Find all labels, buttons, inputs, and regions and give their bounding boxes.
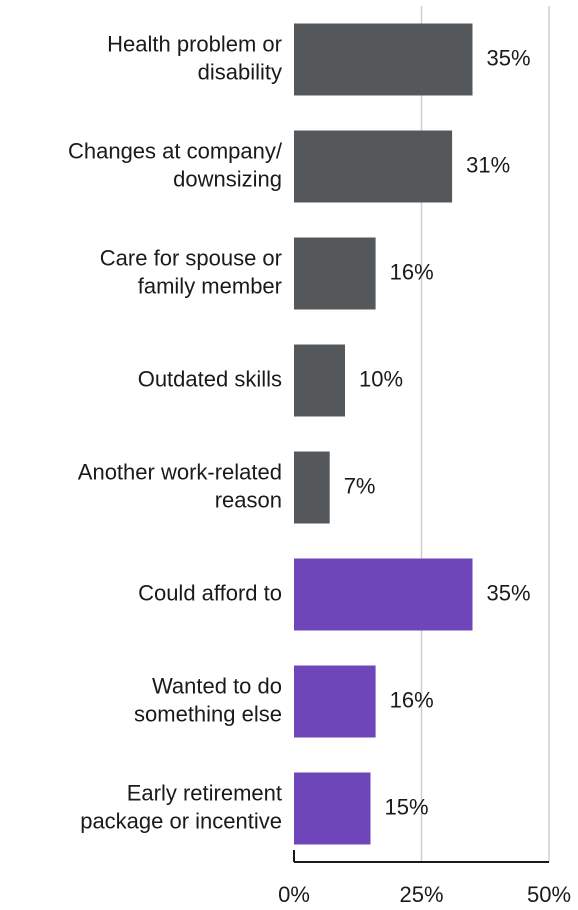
bar <box>294 344 345 417</box>
x-tick-label: 25% <box>399 882 443 907</box>
y-tick-label: Health problem or disability <box>107 31 282 84</box>
value-label: 35% <box>487 45 531 70</box>
value-label: 15% <box>385 794 429 819</box>
y-tick-label: Another work-related reason <box>78 459 282 512</box>
x-tick-label: 0% <box>278 882 310 907</box>
y-tick-label: Could afford to <box>138 580 282 605</box>
y-tick-label: Outdated skills <box>138 366 282 391</box>
bar <box>294 665 376 738</box>
bar <box>294 130 453 203</box>
value-label: 10% <box>359 366 403 391</box>
bar <box>294 451 330 524</box>
y-tick-label: Wanted to do something else <box>134 673 282 726</box>
value-label: 7% <box>344 473 376 498</box>
value-label: 16% <box>390 687 434 712</box>
y-tick-label: Changes at company/downsizing <box>68 138 283 191</box>
x-tick-label: 50% <box>527 882 571 907</box>
y-tick-label: Early retirement package or incentive <box>80 780 282 833</box>
value-label: 16% <box>390 259 434 284</box>
bar <box>294 237 376 310</box>
bar <box>294 772 371 845</box>
bar <box>294 23 473 96</box>
value-label: 31% <box>466 152 510 177</box>
value-label: 35% <box>487 580 531 605</box>
y-tick-label: Care for spouse or family member <box>100 245 282 298</box>
bar <box>294 558 473 631</box>
